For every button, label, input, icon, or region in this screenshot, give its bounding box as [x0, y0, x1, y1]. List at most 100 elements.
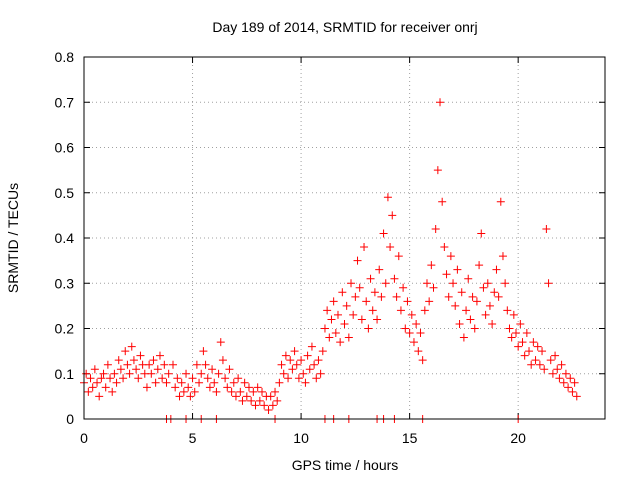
- x-tick-label: 5: [189, 430, 197, 446]
- data-point: [173, 374, 182, 383]
- data-point: [386, 243, 395, 252]
- data-point: [249, 387, 258, 396]
- data-point: [436, 98, 445, 107]
- data-point: [182, 369, 191, 378]
- data-point: [171, 383, 180, 392]
- data-point: [514, 342, 523, 351]
- data-point: [303, 351, 312, 360]
- data-point: [349, 310, 358, 319]
- data-point: [268, 401, 277, 410]
- data-point: [501, 279, 510, 288]
- data-point: [494, 292, 503, 301]
- data-point: [127, 342, 136, 351]
- data-point: [466, 315, 475, 324]
- data-point: [429, 283, 438, 292]
- data-point: [273, 396, 282, 405]
- data-point: [373, 315, 382, 324]
- data-point: [125, 369, 134, 378]
- data-point: [564, 383, 573, 392]
- data-point: [238, 396, 247, 405]
- data-point: [457, 288, 466, 297]
- data-point: [542, 224, 551, 233]
- data-point: [281, 351, 290, 360]
- data-point: [97, 374, 106, 383]
- chart-title: Day 189 of 2014, SRMTID for receiver onr…: [212, 19, 477, 35]
- data-point: [286, 356, 295, 365]
- data-point: [333, 310, 342, 319]
- data-point: [396, 306, 405, 315]
- data-point: [479, 283, 488, 292]
- plot-frame: [83, 56, 606, 420]
- data-point: [210, 378, 219, 387]
- data-point: [132, 365, 141, 374]
- data-point: [433, 166, 442, 175]
- data-point: [184, 383, 193, 392]
- data-point: [305, 365, 314, 374]
- data-point: [370, 288, 379, 297]
- data-point: [323, 306, 332, 315]
- data-point: [229, 378, 238, 387]
- y-tick-label: 0.8: [55, 49, 75, 65]
- data-point: [503, 306, 512, 315]
- data-point: [483, 279, 492, 288]
- data-point: [203, 374, 212, 383]
- data-point: [377, 292, 386, 301]
- data-point: [360, 243, 369, 252]
- x-tick-label: 0: [80, 430, 88, 446]
- data-point: [401, 324, 410, 333]
- data-point: [403, 297, 412, 306]
- data-point: [99, 369, 108, 378]
- data-point: [336, 338, 345, 347]
- data-point: [455, 319, 464, 328]
- data-point: [195, 378, 204, 387]
- data-point: [427, 261, 436, 270]
- data-point: [546, 356, 555, 365]
- data-point: [531, 356, 540, 365]
- data-point: [179, 387, 188, 396]
- data-point: [123, 360, 132, 369]
- data-point: [368, 306, 377, 315]
- data-point: [551, 351, 560, 360]
- data-point: [509, 310, 518, 319]
- data-point: [299, 369, 308, 378]
- data-point: [529, 338, 538, 347]
- data-point: [312, 374, 321, 383]
- y-tick-label: 0.6: [55, 140, 75, 156]
- data-point: [392, 292, 401, 301]
- data-point: [142, 383, 151, 392]
- data-point: [112, 378, 121, 387]
- y-tick-label: 0.7: [55, 94, 75, 110]
- data-point: [425, 297, 434, 306]
- y-tick-label: 0.2: [55, 321, 75, 337]
- data-point: [223, 383, 232, 392]
- data-point: [307, 342, 316, 351]
- data-point: [498, 252, 507, 261]
- data-point: [420, 306, 429, 315]
- data-point: [266, 392, 275, 401]
- data-point: [90, 365, 99, 374]
- data-point: [409, 338, 418, 347]
- data-point: [227, 387, 236, 396]
- data-point: [331, 329, 340, 338]
- data-point: [559, 378, 568, 387]
- grid-lines: [84, 57, 605, 419]
- data-point: [218, 356, 227, 365]
- data-point: [116, 365, 125, 374]
- data-point: [240, 378, 249, 387]
- data-point: [383, 193, 392, 202]
- data-point: [516, 319, 525, 328]
- data-point: [164, 369, 173, 378]
- x-tick-label: 10: [293, 430, 309, 446]
- data-point: [153, 365, 162, 374]
- data-point: [338, 288, 347, 297]
- data-point: [310, 360, 319, 369]
- data-point: [464, 274, 473, 283]
- data-point: [570, 378, 579, 387]
- data-point: [190, 387, 199, 396]
- data-point: [155, 351, 164, 360]
- data-point: [525, 347, 534, 356]
- data-point: [340, 319, 349, 328]
- data-point: [121, 347, 130, 356]
- data-point: [147, 369, 156, 378]
